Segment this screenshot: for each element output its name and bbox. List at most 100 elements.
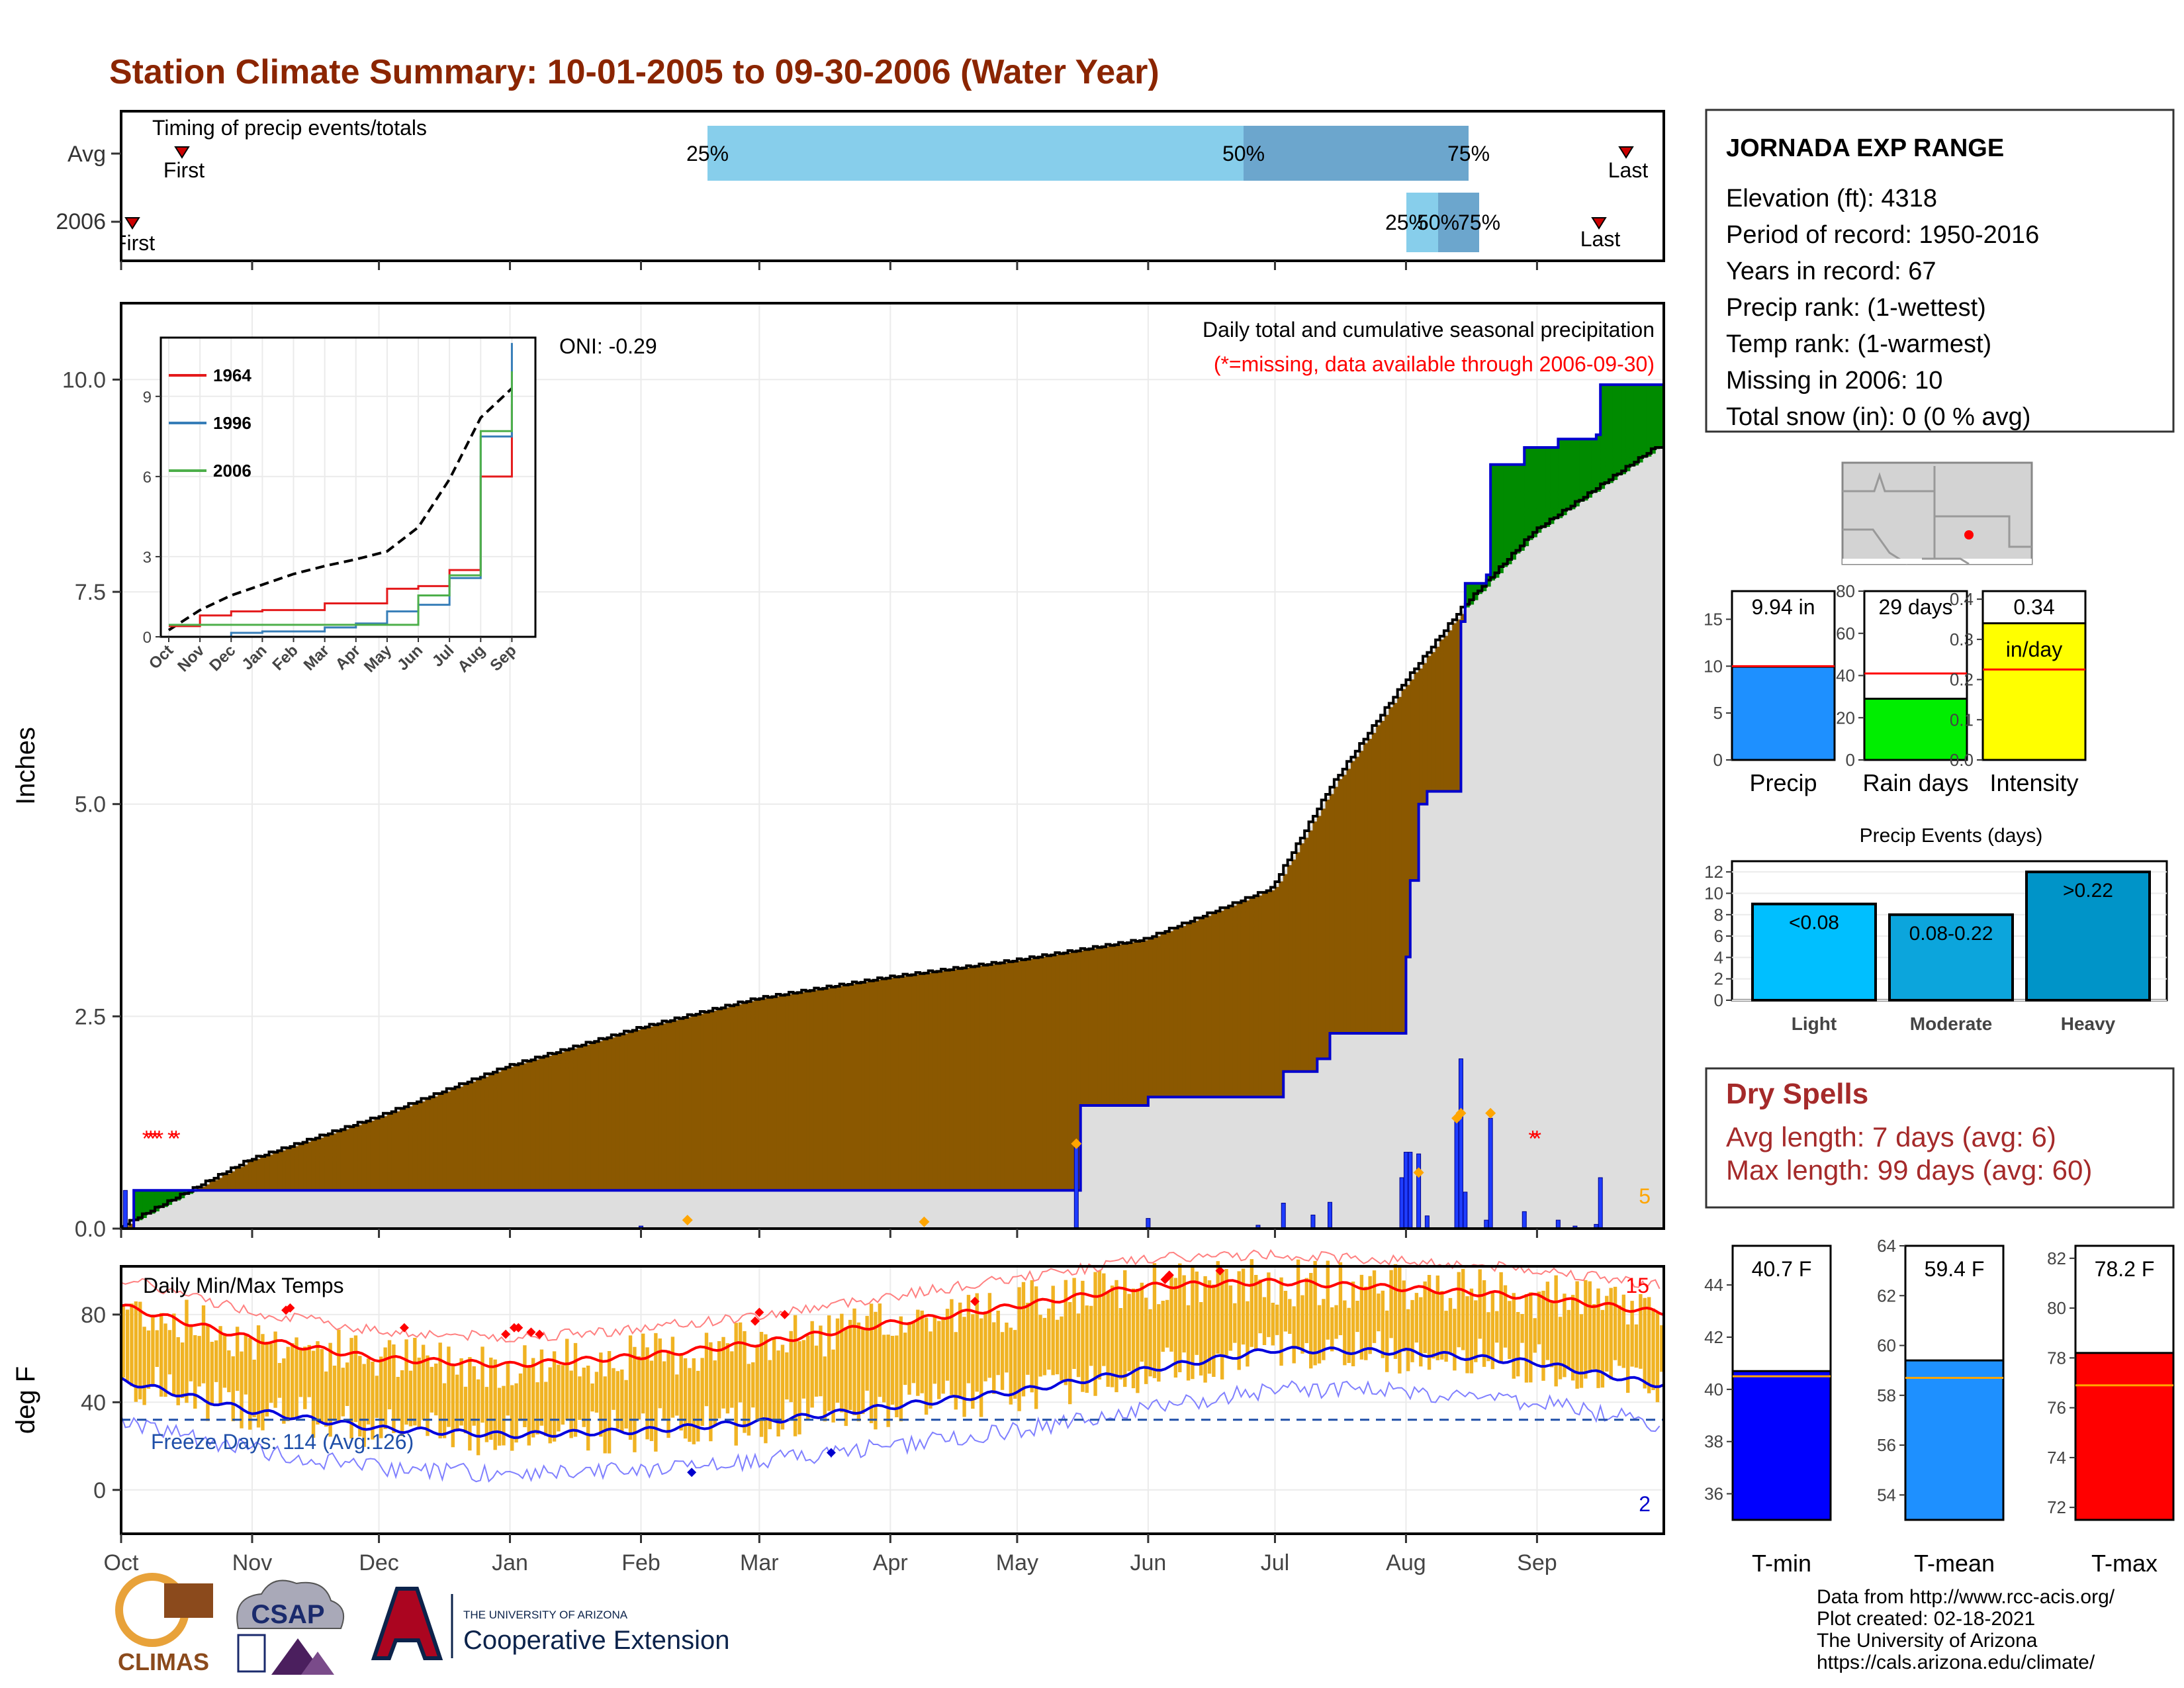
- temp-bar-tick-label: 60: [1877, 1336, 1896, 1356]
- inset-series-line-2006: [169, 371, 513, 626]
- summary-bar-intensity: 0.34 in/day Intensity 0.0 0.1 0.2 0.3 0.4: [1950, 589, 2087, 796]
- temp-y-tick-label: 80: [81, 1303, 106, 1328]
- daily-precip-bar: [1463, 1192, 1468, 1229]
- temp-bar-t-mean: 59.4 F T-mean 54 56 58 60 62 64: [1877, 1236, 2005, 1577]
- observed-cumulative-line: [121, 383, 1664, 1230]
- extreme-event-marker: [1485, 1107, 1496, 1119]
- precip-y-tick-label: 0.0: [75, 1217, 106, 1242]
- avg-quartile-bar-50-75: [1244, 126, 1469, 181]
- station-line-period: Period of record: 1950-2016: [1726, 221, 2039, 249]
- precip-plot-area: **** ** **: [120, 383, 1664, 1230]
- temp-bar-tick-label: 76: [2047, 1398, 2066, 1418]
- events-y-tick-label: 6: [1714, 926, 1723, 946]
- station-location-dot: [1964, 530, 1974, 539]
- daily-precip-bar: [1399, 1177, 1404, 1229]
- temp-y-label: deg F: [11, 1366, 40, 1434]
- summary-bar-tick-label: 15: [1704, 610, 1723, 630]
- daily-precip-bar: [1073, 1143, 1079, 1229]
- record-low-line: [120, 1380, 1661, 1483]
- footer-credits: Data from http://www.rcc-acis.org/ Plot …: [1817, 1586, 2115, 1673]
- temp-bar-tick-label: 44: [1704, 1275, 1723, 1295]
- precip-y-tick-label: 10.0: [62, 367, 106, 393]
- temp-bar-tick-label: 58: [1877, 1385, 1896, 1405]
- avg-p75-label: 75%: [1447, 142, 1490, 165]
- temp-bar-tick-label: 54: [1877, 1485, 1896, 1505]
- temp-bar-label: T-mean: [1914, 1550, 1995, 1577]
- 2006-last-marker: [1591, 217, 1607, 230]
- month-x-tick-label: Jun: [1130, 1550, 1166, 1575]
- precip-event-category-label: Light: [1792, 1013, 1837, 1034]
- temp-bar-fill: [1904, 1359, 2005, 1521]
- summary-bar-label: Precip: [1749, 769, 1817, 796]
- inset-normal-line: [167, 387, 513, 632]
- record-low-marker: [826, 1448, 836, 1458]
- summary-bar-fill: [1731, 665, 1836, 761]
- month-x-tick-label: Oct: [104, 1550, 139, 1575]
- precip-y-tick-label: 7.5: [75, 580, 106, 605]
- summary-bar-tick-label: 0.4: [1950, 589, 1974, 609]
- missing-data-marker: *: [171, 1127, 180, 1152]
- station-name: JORNADA EXP RANGE: [1726, 134, 2004, 162]
- temp-bar-fill: [1731, 1370, 1832, 1521]
- summary-bar-value-unit: in/day: [2006, 637, 2062, 661]
- timing-panel: Timing of precip events/totals Avg 2006 …: [56, 110, 1665, 262]
- precip-event-range-label: 0.08-0.22: [1909, 923, 1993, 945]
- summary-bar-tick-label: 10: [1704, 656, 1723, 676]
- inset-series-line-1964: [169, 404, 513, 628]
- missing-data-marker: *: [142, 1127, 151, 1152]
- month-x-tick-label: Mar: [740, 1550, 779, 1575]
- oni-label: ONI: -0.29: [559, 334, 657, 358]
- timing-row-avg: Avg: [68, 142, 106, 167]
- extreme-event-marker: [919, 1216, 930, 1227]
- month-x-tick-label: Aug: [1386, 1550, 1426, 1575]
- record-high-marker: [750, 1316, 760, 1326]
- month-x-tick-label: Feb: [621, 1550, 660, 1575]
- month-x-tick-label: Jul: [1261, 1550, 1289, 1575]
- summary-bar-rain-days: 29 days Rain days 0 20 40 60 80: [1836, 581, 1968, 796]
- temp-bar-tick-label: 80: [2047, 1298, 2066, 1318]
- summary-bar-value: 9.94 in: [1751, 595, 1815, 619]
- 2006-first-marker: [124, 217, 140, 230]
- record-high-marker: [501, 1329, 511, 1339]
- 2006-p75-label: 75%: [1458, 211, 1500, 234]
- precip-y-label: Inches: [11, 727, 40, 805]
- station-line-temp-rank: Temp rank: (1-warmest): [1726, 330, 1991, 358]
- events-y-tick-label: 2: [1714, 969, 1723, 989]
- month-x-tick-label: Apr: [873, 1550, 908, 1575]
- avg-first-marker: [174, 146, 190, 159]
- station-line-precip-rank: Precip rank: (1-wettest): [1726, 294, 1986, 322]
- climas-logo-text: CLIMAS: [118, 1648, 209, 1675]
- 2006-quartile-bar-25-50: [1406, 193, 1438, 252]
- footer-line-source: Data from http://www.rcc-acis.org/: [1817, 1586, 2115, 1608]
- temp-bar-tick-label: 74: [2047, 1448, 2066, 1468]
- inset-plot-area: [161, 338, 535, 638]
- temp-y-tick-label: 0: [93, 1478, 106, 1503]
- station-line-missing: Missing in 2006: 10: [1726, 367, 1942, 395]
- ua-small-text: THE UNIVERSITY OF ARIZONA: [463, 1609, 628, 1621]
- extreme-event-marker: [1455, 1107, 1467, 1119]
- missing-data-marker: *: [150, 1127, 159, 1152]
- inset-legend-label: 1964: [213, 365, 251, 385]
- precip-event-bar-heavy: [2025, 870, 2151, 1002]
- avg-max-temp-line: [120, 1278, 1664, 1368]
- extreme-event-marker: [1413, 1167, 1424, 1178]
- temp-bar-tick-label: 56: [1877, 1435, 1896, 1455]
- csap-logo-text: CSAP: [251, 1600, 324, 1629]
- daily-precip-bar: [1416, 1153, 1422, 1229]
- temp-bar-tick-label: 36: [1704, 1484, 1723, 1504]
- summary-bar-tick-label: 0.3: [1950, 630, 1974, 649]
- temp-bar-value: 78.2 F: [2095, 1257, 2155, 1281]
- inset-legend: 1964 1996 2006: [169, 365, 251, 481]
- month-x-tick-label: Dec: [359, 1550, 398, 1575]
- avg-p25-label: 25%: [686, 142, 729, 165]
- summary-bar-tick-label: 80: [1836, 581, 1855, 601]
- temp-bar-tick-label: 82: [2047, 1248, 2066, 1268]
- month-x-axis: Oct Nov Dec Jan Feb Mar Apr May Jun Jul Aug Sep: [104, 1534, 1557, 1575]
- summary-bar-value: 29 days: [1878, 595, 1952, 619]
- inset-y-tick-label: 6: [143, 469, 152, 487]
- daily-precip-bar: [1403, 1152, 1408, 1229]
- ua-cooperative-extension-text: Cooperative Extension: [463, 1626, 729, 1655]
- temp-bar-t-min: 40.7 F T-min 36 38 40 42 44: [1704, 1244, 1832, 1577]
- timing-row-2006: 2006: [56, 209, 106, 234]
